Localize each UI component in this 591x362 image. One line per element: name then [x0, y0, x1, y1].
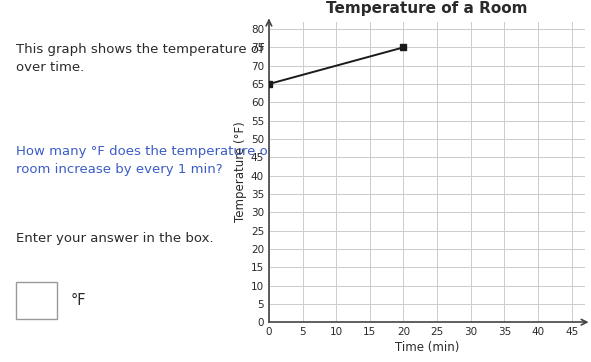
Text: Enter your answer in the box.: Enter your answer in the box. — [15, 232, 213, 245]
FancyBboxPatch shape — [15, 282, 57, 319]
Title: Temperature of a Room: Temperature of a Room — [326, 1, 528, 16]
Text: °F: °F — [70, 293, 86, 308]
X-axis label: Time (min): Time (min) — [395, 341, 459, 354]
Text: This graph shows the temperature of a room
over time.: This graph shows the temperature of a ro… — [15, 43, 314, 75]
Y-axis label: Temperature (°F): Temperature (°F) — [233, 122, 246, 222]
Text: How many °F does the temperature of the
room increase by every 1 min?: How many °F does the temperature of the … — [15, 145, 298, 176]
